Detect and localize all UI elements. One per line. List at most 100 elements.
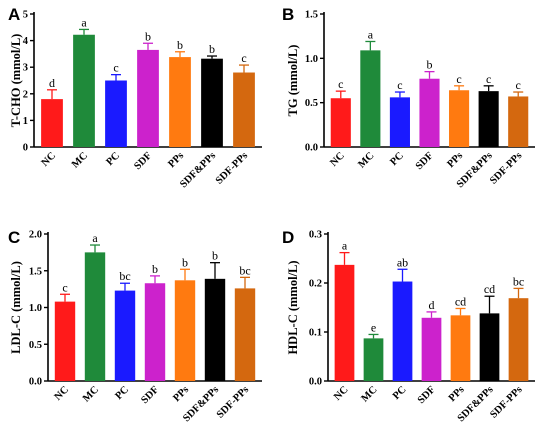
bar-mc [73, 34, 95, 147]
bar-mc [363, 338, 384, 381]
bar-sdf-pps [201, 58, 223, 147]
significance-label: bc [239, 263, 250, 277]
y-axis-label: T-CHO (mmol/L) [9, 34, 23, 128]
bar-sdf-pps [508, 96, 529, 147]
bar-nc [334, 264, 355, 381]
y-tick-label: 0.0 [305, 143, 318, 154]
x-tick-label: SDF [414, 150, 436, 172]
panel-letter: B [282, 5, 294, 24]
x-tick-label: PC [388, 150, 406, 168]
significance-label: e [371, 320, 376, 334]
bar-nc [54, 301, 76, 381]
x-tick-label: MC [70, 150, 90, 170]
bar-pc [105, 80, 127, 147]
bar-sdf-pps [479, 313, 500, 381]
bar-mc [84, 252, 106, 381]
x-tick-label: PC [113, 384, 131, 402]
significance-label: bc [119, 269, 130, 283]
x-tick-label: PPs [171, 384, 191, 404]
bar-pps [449, 90, 470, 147]
significance-label: bc [513, 274, 524, 288]
y-tick-label: 0.5 [305, 98, 318, 109]
y-tick-label: 0.5 [29, 340, 42, 351]
x-tick-label: PC [391, 384, 409, 402]
y-tick-label: 1.5 [305, 10, 318, 21]
y-tick-label: 0.1 [309, 328, 322, 339]
y-tick-label: 4 [23, 36, 29, 47]
bar-sdf-pps [204, 278, 226, 381]
bar-nc [41, 99, 63, 147]
bar-sdf [421, 317, 442, 381]
y-tick-label: 0.0 [29, 377, 42, 388]
bar-sdf [137, 49, 159, 147]
y-tick-label: 5 [23, 10, 28, 21]
x-tick-label: MC [359, 384, 379, 404]
panel-A: A T-CHO (mmol/L) 0 1 2 3 4 5 d NC a MC c PC b SDF b PPs b S… [8, 5, 262, 190]
x-tick-label: SDF-PPs [488, 150, 524, 186]
y-tick-label: 0 [23, 143, 28, 154]
significance-label: ab [397, 255, 408, 269]
significance-label: cd [484, 282, 495, 296]
bar-sdf-pps [478, 91, 499, 147]
x-tick-label: NC [40, 150, 59, 169]
significance-label: b [427, 58, 433, 72]
bar-pps [450, 315, 471, 381]
significance-label: a [81, 15, 87, 29]
y-tick-label: 2 [23, 89, 28, 100]
x-tick-label: PPs [447, 384, 467, 404]
significance-label: a [368, 27, 374, 41]
y-tick-label: 0.0 [309, 377, 322, 388]
y-tick-label: 0.3 [309, 230, 322, 241]
significance-label: d [49, 76, 55, 90]
bar-sdf-pps [508, 298, 529, 381]
x-tick-label: PPs [166, 150, 186, 170]
panel-D: D HDL-C (mmol/L) 0.0 0.1 0.2 0.3 a NC e MC ab PC d SD… [282, 228, 535, 424]
significance-label: a [92, 231, 98, 245]
y-tick-label: 3 [23, 63, 28, 74]
panel-letter: A [8, 5, 20, 24]
significance-label: b [209, 42, 215, 56]
significance-label: b [182, 255, 188, 269]
x-tick-label: SDF-PPs [488, 384, 524, 420]
y-tick-label: 1.0 [29, 303, 42, 314]
panel-B: B TG (mmol/L) 0.0 0.5 1.0 1.5 c NC a MC c PC b SDF c PP… [282, 5, 535, 190]
y-tick-label: 0.2 [309, 279, 322, 290]
x-tick-label: SDF-PPs [215, 384, 251, 420]
significance-label: c [113, 61, 118, 75]
x-tick-label: SDF [416, 384, 438, 406]
significance-label: b [177, 38, 183, 52]
significance-label: c [397, 78, 402, 92]
x-tick-label: NC [328, 150, 347, 169]
panel-letter: C [8, 228, 20, 247]
panel-letter: D [282, 228, 294, 247]
significance-label: b [212, 249, 218, 263]
bar-pc [114, 290, 136, 381]
bar-sdf-pps [233, 72, 255, 147]
significance-label: c [516, 78, 521, 92]
bar-sdf [419, 78, 440, 147]
y-axis-label: LDL-C (mmol/L) [9, 261, 23, 354]
bar-sdf-pps [234, 288, 256, 381]
bar-pc [389, 97, 410, 147]
panel-C: C LDL-C (mmol/L) 0.0 0.5 1.0 1.5 2.0 c NC a MC bc PC… [8, 228, 262, 424]
y-axis-label: TG (mmol/L) [286, 45, 300, 117]
significance-label: d [429, 298, 435, 312]
x-tick-label: NC [53, 384, 72, 403]
x-tick-label: SDF [132, 150, 154, 172]
significance-label: c [456, 72, 461, 86]
x-tick-label: PC [104, 150, 122, 168]
bar-nc [330, 98, 351, 147]
bar-sdf [144, 283, 166, 381]
significance-label: c [486, 72, 491, 86]
y-tick-label: 1.5 [29, 266, 42, 277]
y-tick-label: 1.0 [305, 54, 318, 65]
significance-label: b [145, 29, 151, 43]
y-tick-label: 1 [23, 116, 28, 127]
x-tick-label: MC [356, 150, 376, 170]
significance-label: b [152, 262, 158, 276]
x-tick-label: SDF [139, 384, 161, 406]
y-tick-label: 2.0 [29, 230, 42, 241]
bar-mc [360, 50, 381, 147]
x-tick-label: MC [81, 384, 101, 404]
